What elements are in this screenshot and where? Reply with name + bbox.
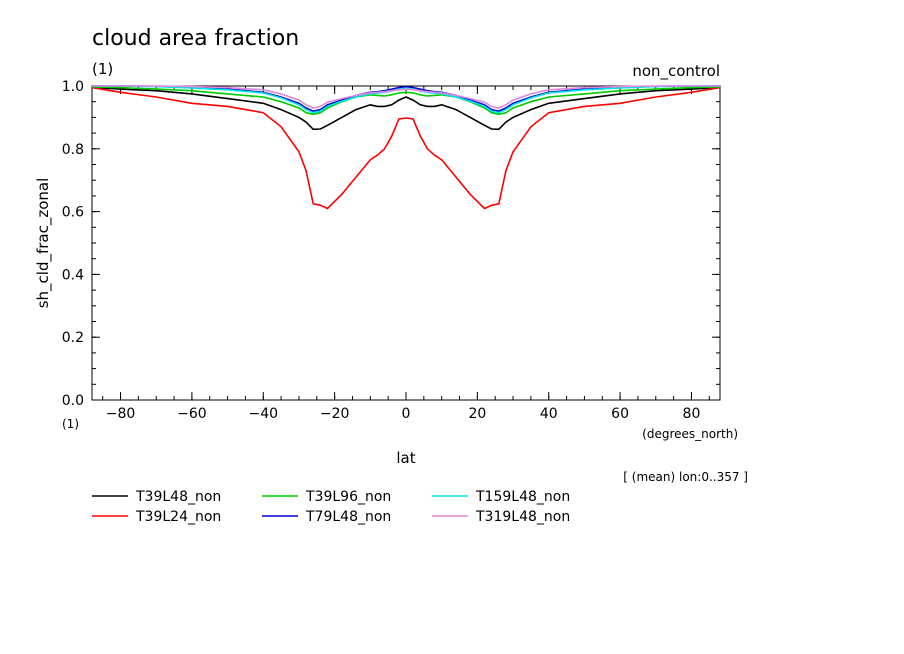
x-tick-label: 60 [611, 406, 629, 422]
series-line-T39L24_non [91, 86, 721, 210]
series-lines [91, 85, 721, 210]
legend-label: T159L48_non [475, 489, 570, 505]
series-line-T39L96_non [91, 86, 721, 116]
x-axis-label: lat [396, 449, 415, 467]
x-tick-label: 40 [540, 406, 558, 422]
x-tick-label: −60 [177, 406, 207, 422]
y-tick-label: 0.6 [62, 205, 84, 221]
x-tick-label: −80 [106, 406, 136, 422]
x-tick-labels: −80 −60 −40 −20 0 20 40 60 80 [106, 406, 701, 422]
averaging-note: [ (mean) lon:0..357 ] [623, 470, 748, 484]
y-axis-label: sh_cld_frac_zonal [34, 178, 53, 309]
y-tick-label: 0.4 [62, 267, 84, 283]
legend-label: T39L96_non [305, 489, 391, 505]
legend-label: T319L48_non [475, 509, 570, 525]
title-units: (1) [92, 60, 113, 78]
x-tick-label: 20 [468, 406, 486, 422]
legend-label: T79L48_non [305, 509, 391, 525]
series-line-T319L48_non [92, 85, 720, 109]
y-tick-label: 1.0 [62, 79, 84, 95]
x-axis-units: (degrees_north) [642, 427, 738, 441]
x-tick-label: −40 [248, 406, 278, 422]
chart-subtitle-right: non_control [632, 62, 720, 81]
legend: T39L48_non T39L24_non T39L96_non T79L48_non… [92, 489, 570, 525]
x-tick-label: 80 [683, 406, 701, 422]
y-tick-label: 0.0 [62, 393, 84, 409]
legend-label: T39L24_non [135, 509, 221, 525]
y-axis-units: (1) [62, 417, 79, 431]
legend-label: T39L48_non [135, 489, 221, 505]
chart-title: cloud area fraction [92, 26, 299, 51]
y-tick-label: 0.8 [62, 142, 84, 158]
axis-ticks [92, 85, 720, 401]
y-tick-labels: 0.0 0.2 0.4 0.6 0.8 1.0 [62, 79, 84, 409]
series-line-T79L48_non [92, 85, 720, 112]
x-tick-label: −20 [320, 406, 350, 422]
x-tick-label: 0 [402, 406, 411, 422]
y-tick-label: 0.2 [62, 330, 84, 346]
series-line-T159L48_non [92, 85, 720, 114]
series-line-T39L48_non [91, 86, 721, 131]
plot-frame [91, 85, 721, 401]
